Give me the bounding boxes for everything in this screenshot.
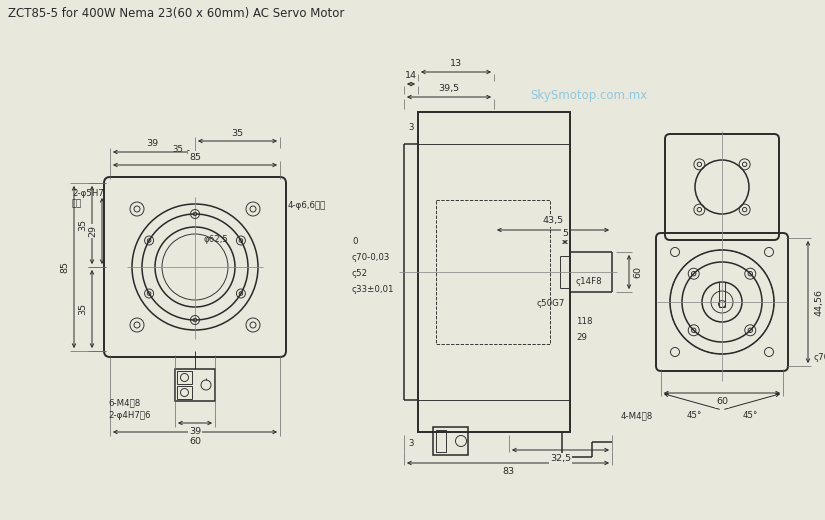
Text: 35: 35: [232, 128, 243, 137]
Text: 32,5: 32,5: [550, 454, 571, 463]
Text: 39,5: 39,5: [438, 84, 460, 94]
Text: ς33±0,01: ς33±0,01: [352, 285, 394, 294]
Text: 60: 60: [189, 436, 201, 446]
Bar: [177, 371, 192, 384]
Text: 85: 85: [60, 261, 69, 273]
Text: 通孔: 通孔: [72, 200, 82, 209]
Text: 35: 35: [78, 219, 87, 231]
Text: ZCT85-5 for 400W Nema 23(60 x 60mm) AC Servo Motor: ZCT85-5 for 400W Nema 23(60 x 60mm) AC S…: [8, 6, 344, 19]
Bar: [175, 369, 215, 401]
Text: ς70: ς70: [813, 354, 825, 362]
Text: 14: 14: [405, 71, 417, 81]
Text: 60: 60: [716, 397, 728, 407]
Text: 4-φ6,6通孔: 4-φ6,6通孔: [288, 201, 326, 210]
Text: 13: 13: [450, 59, 462, 69]
Text: 83: 83: [502, 467, 514, 476]
Text: 45°: 45°: [686, 411, 702, 421]
Text: 29: 29: [88, 225, 97, 237]
Text: 0: 0: [352, 238, 357, 246]
Text: ς52: ς52: [352, 269, 368, 279]
Text: 45°: 45°: [742, 411, 757, 421]
Text: 29: 29: [576, 332, 587, 342]
Text: 85: 85: [189, 152, 201, 162]
Text: 35: 35: [78, 303, 87, 315]
Text: 2-φ5H7: 2-φ5H7: [72, 188, 104, 198]
Text: 118: 118: [576, 318, 592, 327]
Text: 2-φ4H7深6: 2-φ4H7深6: [108, 410, 150, 420]
Bar: [177, 386, 192, 399]
Text: 39: 39: [147, 139, 158, 149]
Bar: [418, 112, 570, 432]
Text: 60: 60: [634, 266, 643, 278]
Text: 39: 39: [189, 427, 201, 436]
Text: 44,56: 44,56: [814, 289, 823, 316]
Text: ς70-0,03: ς70-0,03: [352, 253, 390, 262]
Text: φ62,5: φ62,5: [203, 235, 228, 243]
Text: 35: 35: [172, 146, 183, 154]
Bar: [433, 427, 468, 455]
Text: 43,5: 43,5: [543, 216, 563, 226]
Text: SkySmotор.com.mx: SkySmotор.com.mx: [530, 88, 648, 101]
Text: 6-M4深8: 6-M4深8: [108, 398, 140, 408]
Bar: [436, 430, 446, 452]
Text: 3: 3: [408, 123, 414, 133]
Bar: [436, 200, 550, 344]
Text: ς14F8: ς14F8: [576, 278, 602, 287]
Text: ς50G7: ς50G7: [536, 300, 565, 308]
Text: 4-M4深8: 4-M4深8: [620, 411, 653, 421]
Text: 3: 3: [408, 439, 414, 448]
Text: 5: 5: [562, 229, 568, 239]
